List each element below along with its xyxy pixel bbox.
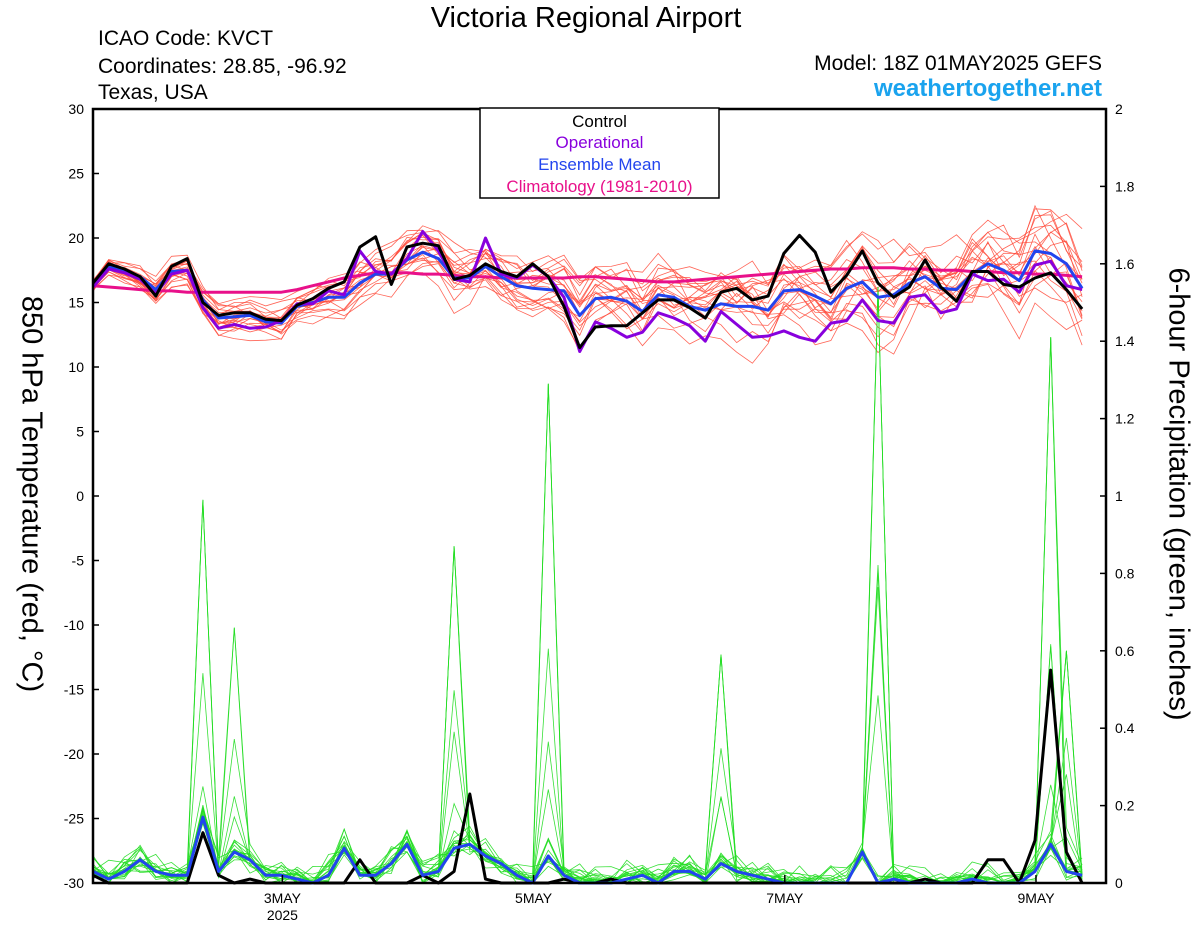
temp-ensemble-mean-line (91, 249, 1084, 325)
precip-member-line (92, 546, 1083, 884)
temp-climatology-line (92, 266, 1083, 294)
temp-member-line (92, 204, 1083, 336)
y2-tick-label: 0.4 (1115, 720, 1135, 736)
precip-member-line (92, 337, 1083, 884)
x-tick-label: 9MAY (1017, 890, 1055, 906)
y2-tick-label: 1.6 (1115, 256, 1135, 272)
precip-member-line (92, 286, 1083, 884)
legend: Control Operational Ensemble Mean Climat… (479, 107, 720, 199)
temp-member-line (92, 231, 1083, 332)
chart-title: Victoria Regional Airport (430, 2, 742, 34)
region: Texas, USA (98, 81, 208, 104)
precip-member-line (92, 654, 1083, 884)
legend-control: Control (572, 112, 627, 131)
precip-member-line (92, 546, 1083, 884)
precip-member-line (92, 337, 1083, 884)
legend-operational: Operational (556, 133, 644, 152)
y-tick-label: -20 (64, 746, 84, 762)
temp-member-line (92, 231, 1083, 344)
precip-member-line (92, 337, 1083, 884)
site-link[interactable]: weathertogether.net (873, 75, 1102, 102)
axis-ticks: 302520151050-5-10-15-20-25-3021.81.61.41… (64, 101, 1135, 923)
temp-member-line (92, 233, 1083, 333)
y-tick-label: -25 (64, 811, 84, 827)
precip-member-line (92, 383, 1083, 884)
y-tick-label: -15 (64, 682, 84, 698)
legend-ensemble-mean: Ensemble Mean (538, 155, 661, 174)
precip-member-line (92, 383, 1083, 884)
x-tick-label: 5MAY (515, 890, 553, 906)
y-tick-label: 20 (68, 230, 84, 246)
y2-tick-label: 1.8 (1115, 178, 1135, 194)
y2-tick-label: 1.2 (1115, 411, 1135, 427)
y2-tick-label: 1.4 (1115, 333, 1135, 349)
x-tick-label: 7MAY (766, 890, 804, 906)
y2-tick-label: 0.2 (1115, 798, 1135, 814)
y-tick-label: -5 (72, 553, 85, 569)
x-tick-label: 3MAY (264, 890, 302, 906)
temp-control-line (91, 233, 1084, 350)
precip-member-line (92, 286, 1083, 884)
y-tick-label: 5 (76, 424, 84, 440)
y-tick-label: -30 (64, 875, 84, 891)
precip-member-line (92, 286, 1083, 884)
series-lines (91, 230, 1084, 885)
precip-member-line (92, 383, 1083, 884)
y-tick-label: 25 (68, 166, 84, 182)
legend-climatology: Climatology (1981-2010) (506, 177, 692, 196)
model-run: Model: 18Z 01MAY2025 GEFS (814, 52, 1102, 75)
icao-code: ICAO Code: KVCT (98, 27, 274, 50)
y-tick-label: 30 (68, 101, 84, 117)
y2-tick-label: 0.8 (1115, 565, 1135, 581)
coordinates: Coordinates: 28.85, -96.92 (98, 55, 347, 78)
y-tick-label: 15 (68, 295, 84, 311)
precip-control-line (92, 668, 1084, 885)
y2-tick-label: 2 (1115, 101, 1123, 117)
y2-tick-label: 1 (1115, 488, 1123, 504)
y2-tick-label: 0 (1115, 875, 1123, 891)
precip-member-line (92, 546, 1083, 884)
y2-tick-label: 0.6 (1115, 643, 1135, 659)
temp-member-line (92, 236, 1083, 333)
legend-box (479, 107, 720, 199)
y-tick-label: -10 (64, 617, 84, 633)
x-tick-year: 2025 (267, 907, 298, 923)
plot-frame (91, 107, 1108, 885)
y-tick-label: 10 (68, 359, 84, 375)
y-axis-label-precipitation: 6-hour Precipitation (green, inches) (1162, 267, 1195, 721)
y-axis-label-temperature: 850 hPa Temperature (red, °C) (15, 295, 48, 693)
y-tick-label: 0 (76, 488, 84, 504)
